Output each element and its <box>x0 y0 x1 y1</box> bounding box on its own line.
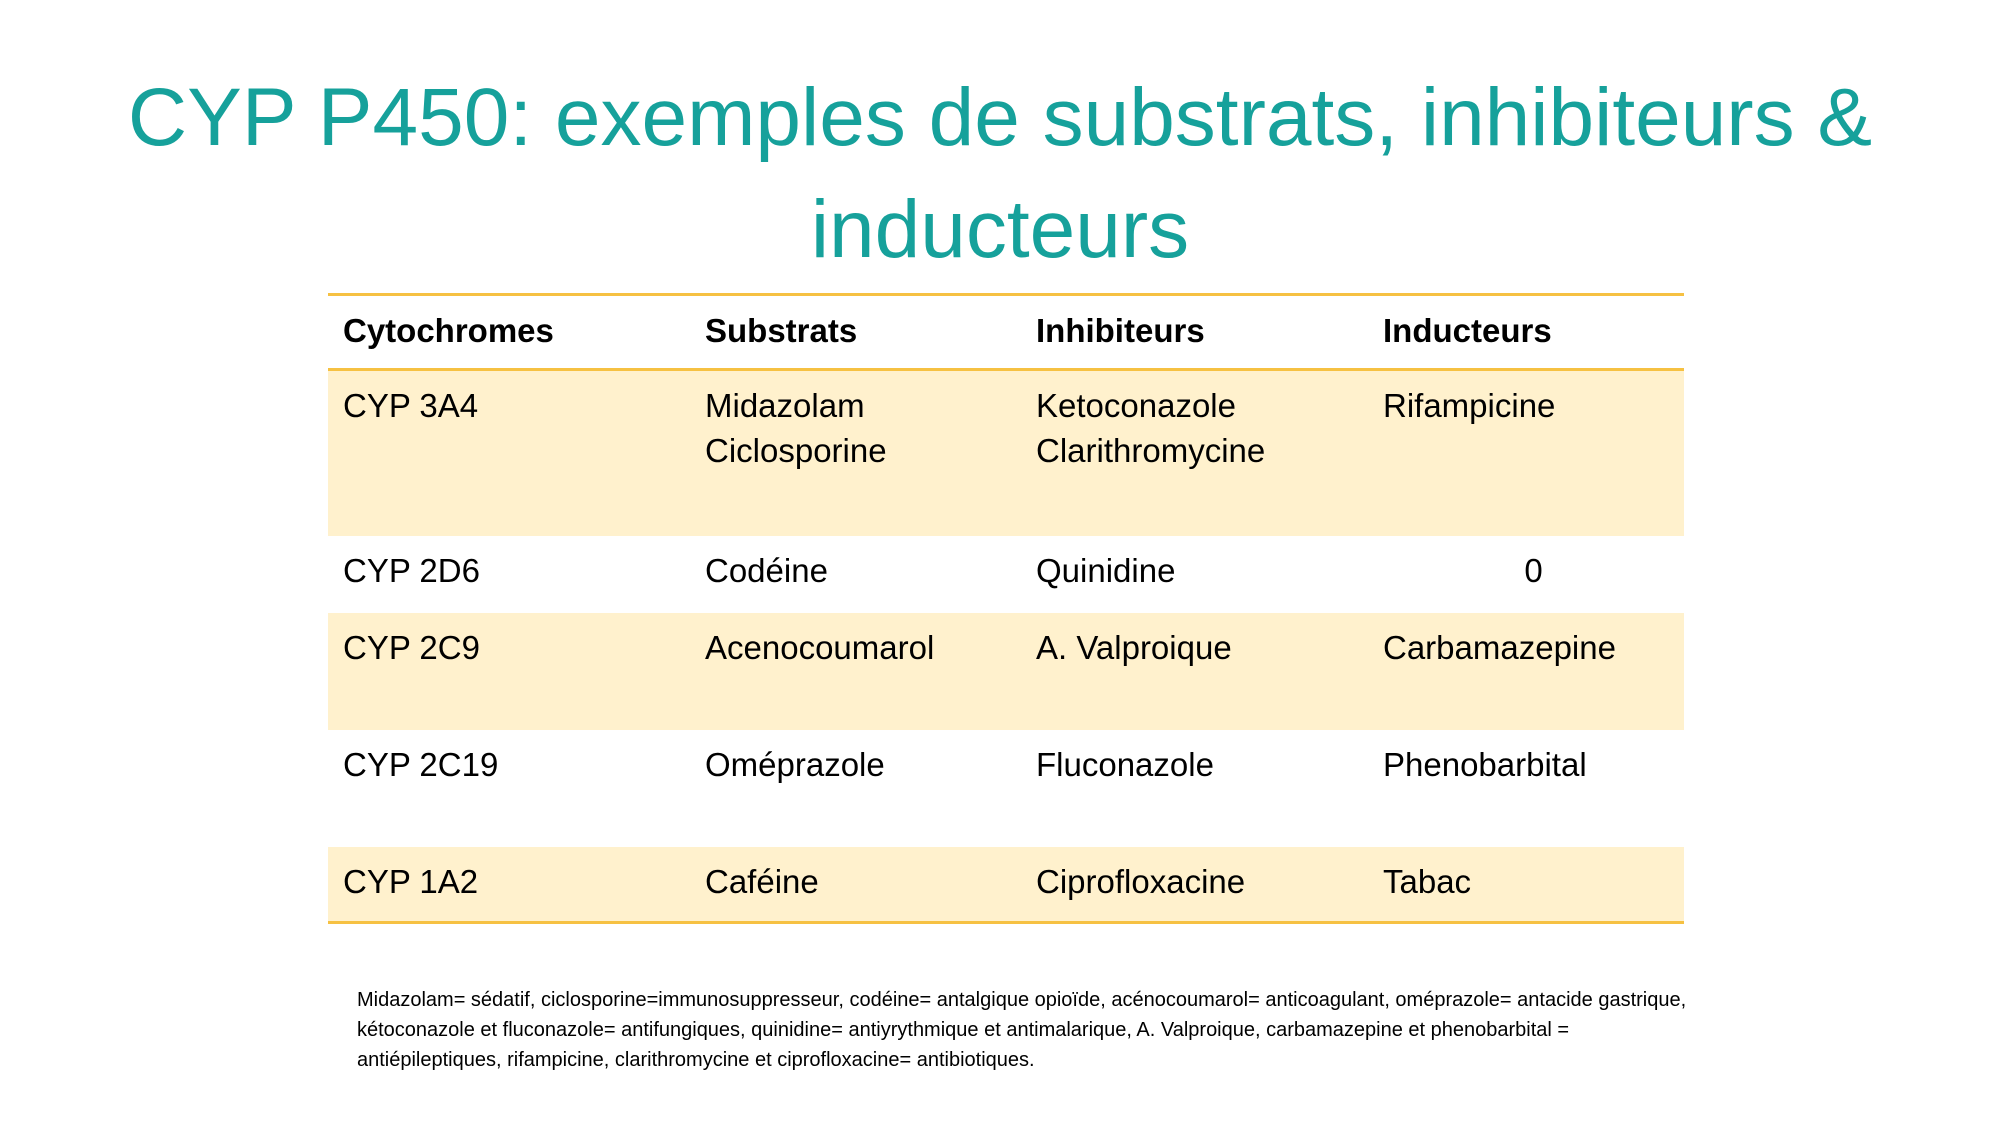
substrat-item: Midazolam <box>705 387 865 424</box>
header-cytochromes: Cytochromes <box>328 294 690 371</box>
inhibiteurs-cell: A. Valproique <box>1021 612 1368 730</box>
inhibiteur-item: Ketoconazole <box>1036 387 1236 424</box>
cyp-table-container: Cytochromes Substrats Inhibiteurs Induct… <box>328 293 1684 924</box>
cyp-table: Cytochromes Substrats Inhibiteurs Induct… <box>328 293 1684 924</box>
inducteurs-cell: 0 <box>1524 551 1543 589</box>
inducteurs-cell: Phenobarbital <box>1383 745 1587 783</box>
substrats-cell: Oméprazole <box>705 745 885 783</box>
table-body: CYP 3A4 Midazolam Ciclosporine Ketoconaz… <box>328 369 1684 923</box>
cytochrome-cell: CYP 3A4 <box>328 369 690 536</box>
table-row-cyp2c19: CYP 2C19 Oméprazole Fluconazole Phenobar… <box>328 730 1684 847</box>
cytochrome-cell: CYP 2C19 <box>343 745 499 783</box>
inducteurs-cell: Tabac <box>1368 846 1684 923</box>
substrats-cell: Acenocoumarol <box>690 612 1021 730</box>
cytochrome-cell: CYP 1A2 <box>328 846 690 923</box>
table-row-cyp3a4: CYP 3A4 Midazolam Ciclosporine Ketoconaz… <box>328 369 1684 536</box>
header-row: Cytochromes Substrats Inhibiteurs Induct… <box>328 294 1684 371</box>
table-row-cyp2c9: CYP 2C9 Acenocoumarol A. Valproique Carb… <box>328 612 1684 730</box>
header-inhibiteurs: Inhibiteurs <box>1021 294 1368 371</box>
substrats-cell: Midazolam Ciclosporine <box>690 369 1021 536</box>
substrat-item: Ciclosporine <box>705 432 887 469</box>
inhibiteurs-cell: Ciprofloxacine <box>1021 846 1368 923</box>
inducteurs-cell: Carbamazepine <box>1368 612 1684 730</box>
substrats-cell: Caféine <box>690 846 1021 923</box>
header-inducteurs: Inducteurs <box>1368 294 1684 371</box>
table-header: Cytochromes Substrats Inhibiteurs Induct… <box>328 294 1684 371</box>
cytochrome-cell: CYP 2C9 <box>328 612 690 730</box>
inducteurs-cell: Rifampicine <box>1368 369 1684 536</box>
inhibiteurs-cell: Quinidine <box>1036 551 1176 589</box>
substrats-cell: Codéine <box>705 551 828 589</box>
footnote: Midazolam= sédatif, ciclosporine=immunos… <box>357 989 1687 1071</box>
inhibiteurs-cell: Fluconazole <box>1036 745 1214 783</box>
inhibiteur-item: Clarithromycine <box>1036 432 1266 469</box>
cytochrome-cell: CYP 2D6 <box>343 551 480 589</box>
slide-title: CYP P450: exemples de substrats, inhibit… <box>127 72 1873 275</box>
inhibiteurs-cell: Ketoconazole Clarithromycine <box>1021 369 1368 536</box>
table-row-cyp2d6: CYP 2D6 Codéine Quinidine 0 <box>328 536 1684 613</box>
header-substrats: Substrats <box>690 294 1021 371</box>
table-row-cyp1a2: CYP 1A2 Caféine Ciprofloxacine Tabac <box>328 846 1684 923</box>
